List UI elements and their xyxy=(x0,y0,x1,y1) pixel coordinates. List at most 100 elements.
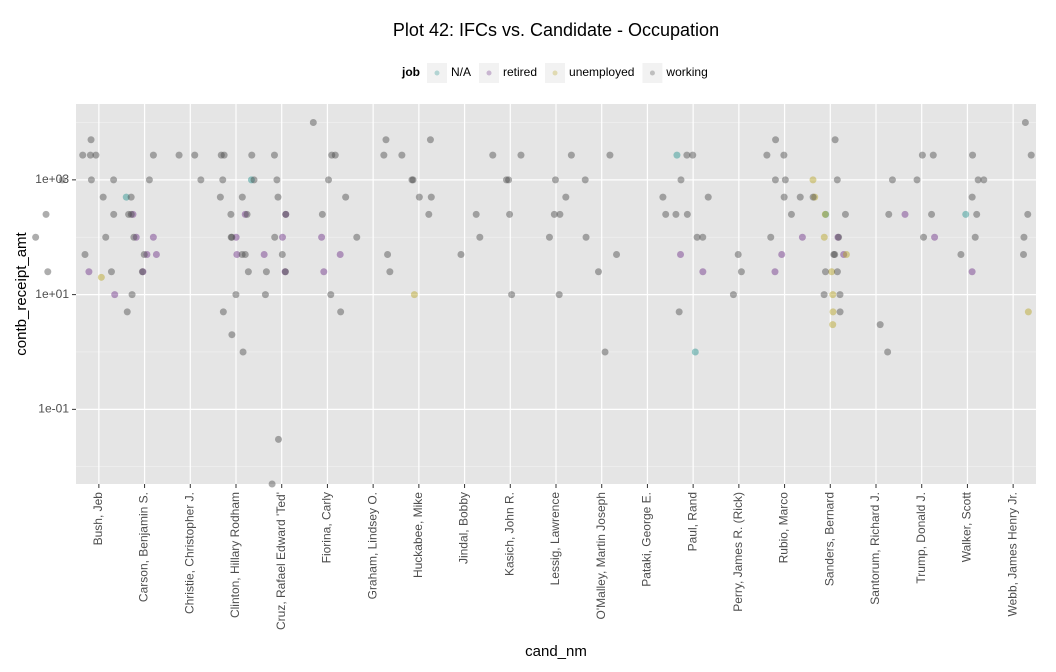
legend-label: working xyxy=(665,65,707,79)
point xyxy=(241,210,249,218)
point xyxy=(232,233,240,241)
point xyxy=(327,291,335,299)
point xyxy=(122,193,130,201)
point xyxy=(831,251,839,259)
point xyxy=(342,193,350,201)
point xyxy=(829,308,837,316)
point xyxy=(274,193,282,201)
point xyxy=(798,233,806,241)
point xyxy=(836,291,844,299)
legend-key xyxy=(642,63,663,83)
chart-title: Plot 42: IFCs vs. Candidate - Occupation xyxy=(393,20,719,40)
point xyxy=(809,193,817,201)
point xyxy=(271,233,279,241)
point xyxy=(398,151,406,159)
point xyxy=(149,151,157,159)
point xyxy=(227,210,235,218)
point xyxy=(282,210,290,218)
point xyxy=(673,151,681,159)
point xyxy=(505,176,513,184)
legend-label: unemployed xyxy=(569,65,634,79)
point xyxy=(834,233,842,241)
point xyxy=(969,151,977,159)
point xyxy=(831,136,839,144)
point xyxy=(228,233,236,241)
point xyxy=(145,176,153,184)
x-tick-label: Fiorina, Carly xyxy=(320,492,334,563)
point xyxy=(139,268,147,276)
point xyxy=(143,251,151,259)
point xyxy=(79,151,87,159)
point xyxy=(781,176,789,184)
point xyxy=(270,151,278,159)
point xyxy=(699,233,707,241)
point xyxy=(555,291,563,299)
point xyxy=(425,210,433,218)
x-tick-label: Walker, Scott xyxy=(960,491,974,562)
point xyxy=(581,176,589,184)
x-tick-label: Huckabee, Mike xyxy=(411,492,425,578)
point xyxy=(107,268,115,276)
point xyxy=(767,233,775,241)
point xyxy=(197,176,205,184)
point xyxy=(102,233,110,241)
point xyxy=(829,291,837,299)
point xyxy=(675,308,683,316)
point xyxy=(244,268,252,276)
point xyxy=(320,268,328,276)
point xyxy=(968,193,976,201)
point xyxy=(476,233,484,241)
point xyxy=(125,210,133,218)
point xyxy=(127,210,135,218)
point xyxy=(833,268,841,276)
point xyxy=(129,210,137,218)
point xyxy=(672,210,680,218)
point xyxy=(282,210,290,218)
point xyxy=(820,291,828,299)
point xyxy=(241,251,249,259)
x-tick-label: Carson, Benjamin S. xyxy=(137,492,151,602)
point xyxy=(918,151,926,159)
point xyxy=(763,151,771,159)
point xyxy=(152,251,160,259)
point xyxy=(99,193,107,201)
x-tick-label: Pataki, George E. xyxy=(640,492,654,587)
legend-key xyxy=(545,63,566,83)
x-tick-label: Perry, James R. (Rick) xyxy=(731,492,745,612)
point xyxy=(821,210,829,218)
point xyxy=(247,176,255,184)
x-tick-label: Santorum, Richard J. xyxy=(868,492,882,605)
point xyxy=(562,193,570,201)
legend-swatch xyxy=(434,70,440,76)
point xyxy=(811,193,819,201)
legend-label: retired xyxy=(503,65,537,79)
point xyxy=(353,233,361,241)
point xyxy=(699,268,707,276)
point xyxy=(260,251,268,259)
point xyxy=(278,251,286,259)
legend-swatch xyxy=(552,70,558,76)
point xyxy=(85,268,93,276)
point xyxy=(233,251,241,259)
point xyxy=(828,268,836,276)
point xyxy=(822,210,830,218)
x-tick-label: Paul, Rand xyxy=(685,492,699,551)
point xyxy=(97,273,105,281)
point xyxy=(409,176,417,184)
point xyxy=(551,176,559,184)
point xyxy=(331,151,339,159)
point xyxy=(58,176,66,184)
x-axis-title: cand_nm xyxy=(525,643,587,660)
point xyxy=(780,193,788,201)
point xyxy=(489,151,497,159)
point xyxy=(829,321,837,329)
point xyxy=(1024,308,1032,316)
point xyxy=(110,176,118,184)
point xyxy=(545,233,553,241)
point xyxy=(971,233,979,241)
x-tick-label: Bush, Jeb xyxy=(91,492,105,546)
legend-key xyxy=(479,63,500,83)
point xyxy=(128,291,136,299)
point xyxy=(123,308,131,316)
